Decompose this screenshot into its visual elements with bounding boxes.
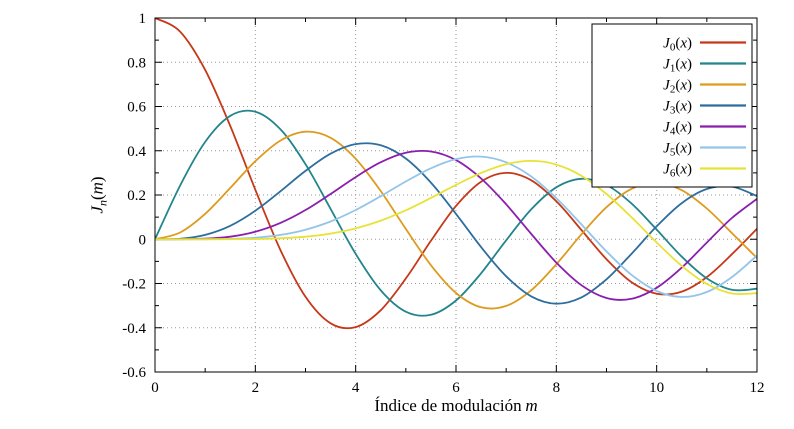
x-axis-title-text: Índice de modulación bbox=[374, 396, 522, 415]
y-tick-label: 0.6 bbox=[127, 100, 146, 116]
y-tick-label: -0.4 bbox=[122, 321, 146, 337]
legend-item: J4(x) bbox=[663, 120, 746, 138]
y-tick-label: -0.2 bbox=[122, 277, 146, 293]
y-tick-label: 0.8 bbox=[127, 55, 146, 71]
y-tick-labels: -0.6 -0.4 -0.2 0 0.2 0.4 0.6 0.8 1 bbox=[122, 11, 146, 381]
legend: J0(x) J1(x) J2(x) J3(x) J4(x) J5(x) J6(x) bbox=[591, 23, 753, 188]
x-tick-label: 12 bbox=[750, 380, 765, 396]
legend-item: J5(x) bbox=[663, 141, 746, 159]
series-line-J0 bbox=[155, 18, 757, 330]
legend-item: J2(x) bbox=[663, 78, 746, 96]
x-axis-title-var: m bbox=[525, 396, 538, 415]
y-tick-label: 0.4 bbox=[127, 144, 146, 160]
y-axis-title: Jn(m) bbox=[87, 176, 110, 213]
legend-label: J4(x) bbox=[663, 120, 692, 138]
y-axis-title-sub: n bbox=[95, 200, 110, 207]
y-axis-title-var: m bbox=[87, 182, 107, 195]
legend-item: J0(x) bbox=[663, 36, 746, 54]
y-tick-label: 1 bbox=[139, 11, 147, 27]
y-tick-label: 0.2 bbox=[127, 188, 146, 204]
legend-item: J6(x) bbox=[663, 162, 746, 180]
x-tick-label: 6 bbox=[452, 380, 460, 396]
y-tick-label: -0.6 bbox=[122, 365, 146, 381]
legend-item: J1(x) bbox=[663, 57, 746, 75]
series-line-J6 bbox=[155, 159, 757, 295]
series-line-J1 bbox=[155, 109, 757, 317]
y-axis-title-base: J bbox=[87, 206, 107, 214]
y-tick-label: 0 bbox=[139, 232, 147, 248]
legend-label: J2(x) bbox=[663, 78, 692, 96]
series-line-J4 bbox=[155, 149, 757, 301]
legend-item: J3(x) bbox=[663, 99, 746, 117]
x-tick-label: 10 bbox=[649, 380, 664, 396]
series-line-J3 bbox=[155, 142, 757, 305]
legend-label: J1(x) bbox=[663, 57, 692, 75]
x-tick-label: 4 bbox=[352, 380, 360, 396]
y-axis-title-close-paren: ) bbox=[87, 176, 107, 183]
series-line-J5 bbox=[155, 155, 757, 298]
y-axis-title-open-paren: ( bbox=[87, 194, 107, 201]
legend-label: J5(x) bbox=[663, 141, 692, 159]
legend-label: J0(x) bbox=[663, 36, 692, 54]
x-axis-title: Índice de modulación m bbox=[155, 396, 757, 416]
legend-label: J3(x) bbox=[663, 99, 692, 117]
x-tick-label: 8 bbox=[553, 380, 561, 396]
plot-border bbox=[154, 17, 758, 373]
x-tick-label: 2 bbox=[252, 380, 260, 396]
x-tick-label: 0 bbox=[151, 380, 159, 396]
x-tick-labels: 0 2 4 6 8 10 12 bbox=[151, 380, 764, 396]
legend-label: J6(x) bbox=[663, 162, 692, 180]
